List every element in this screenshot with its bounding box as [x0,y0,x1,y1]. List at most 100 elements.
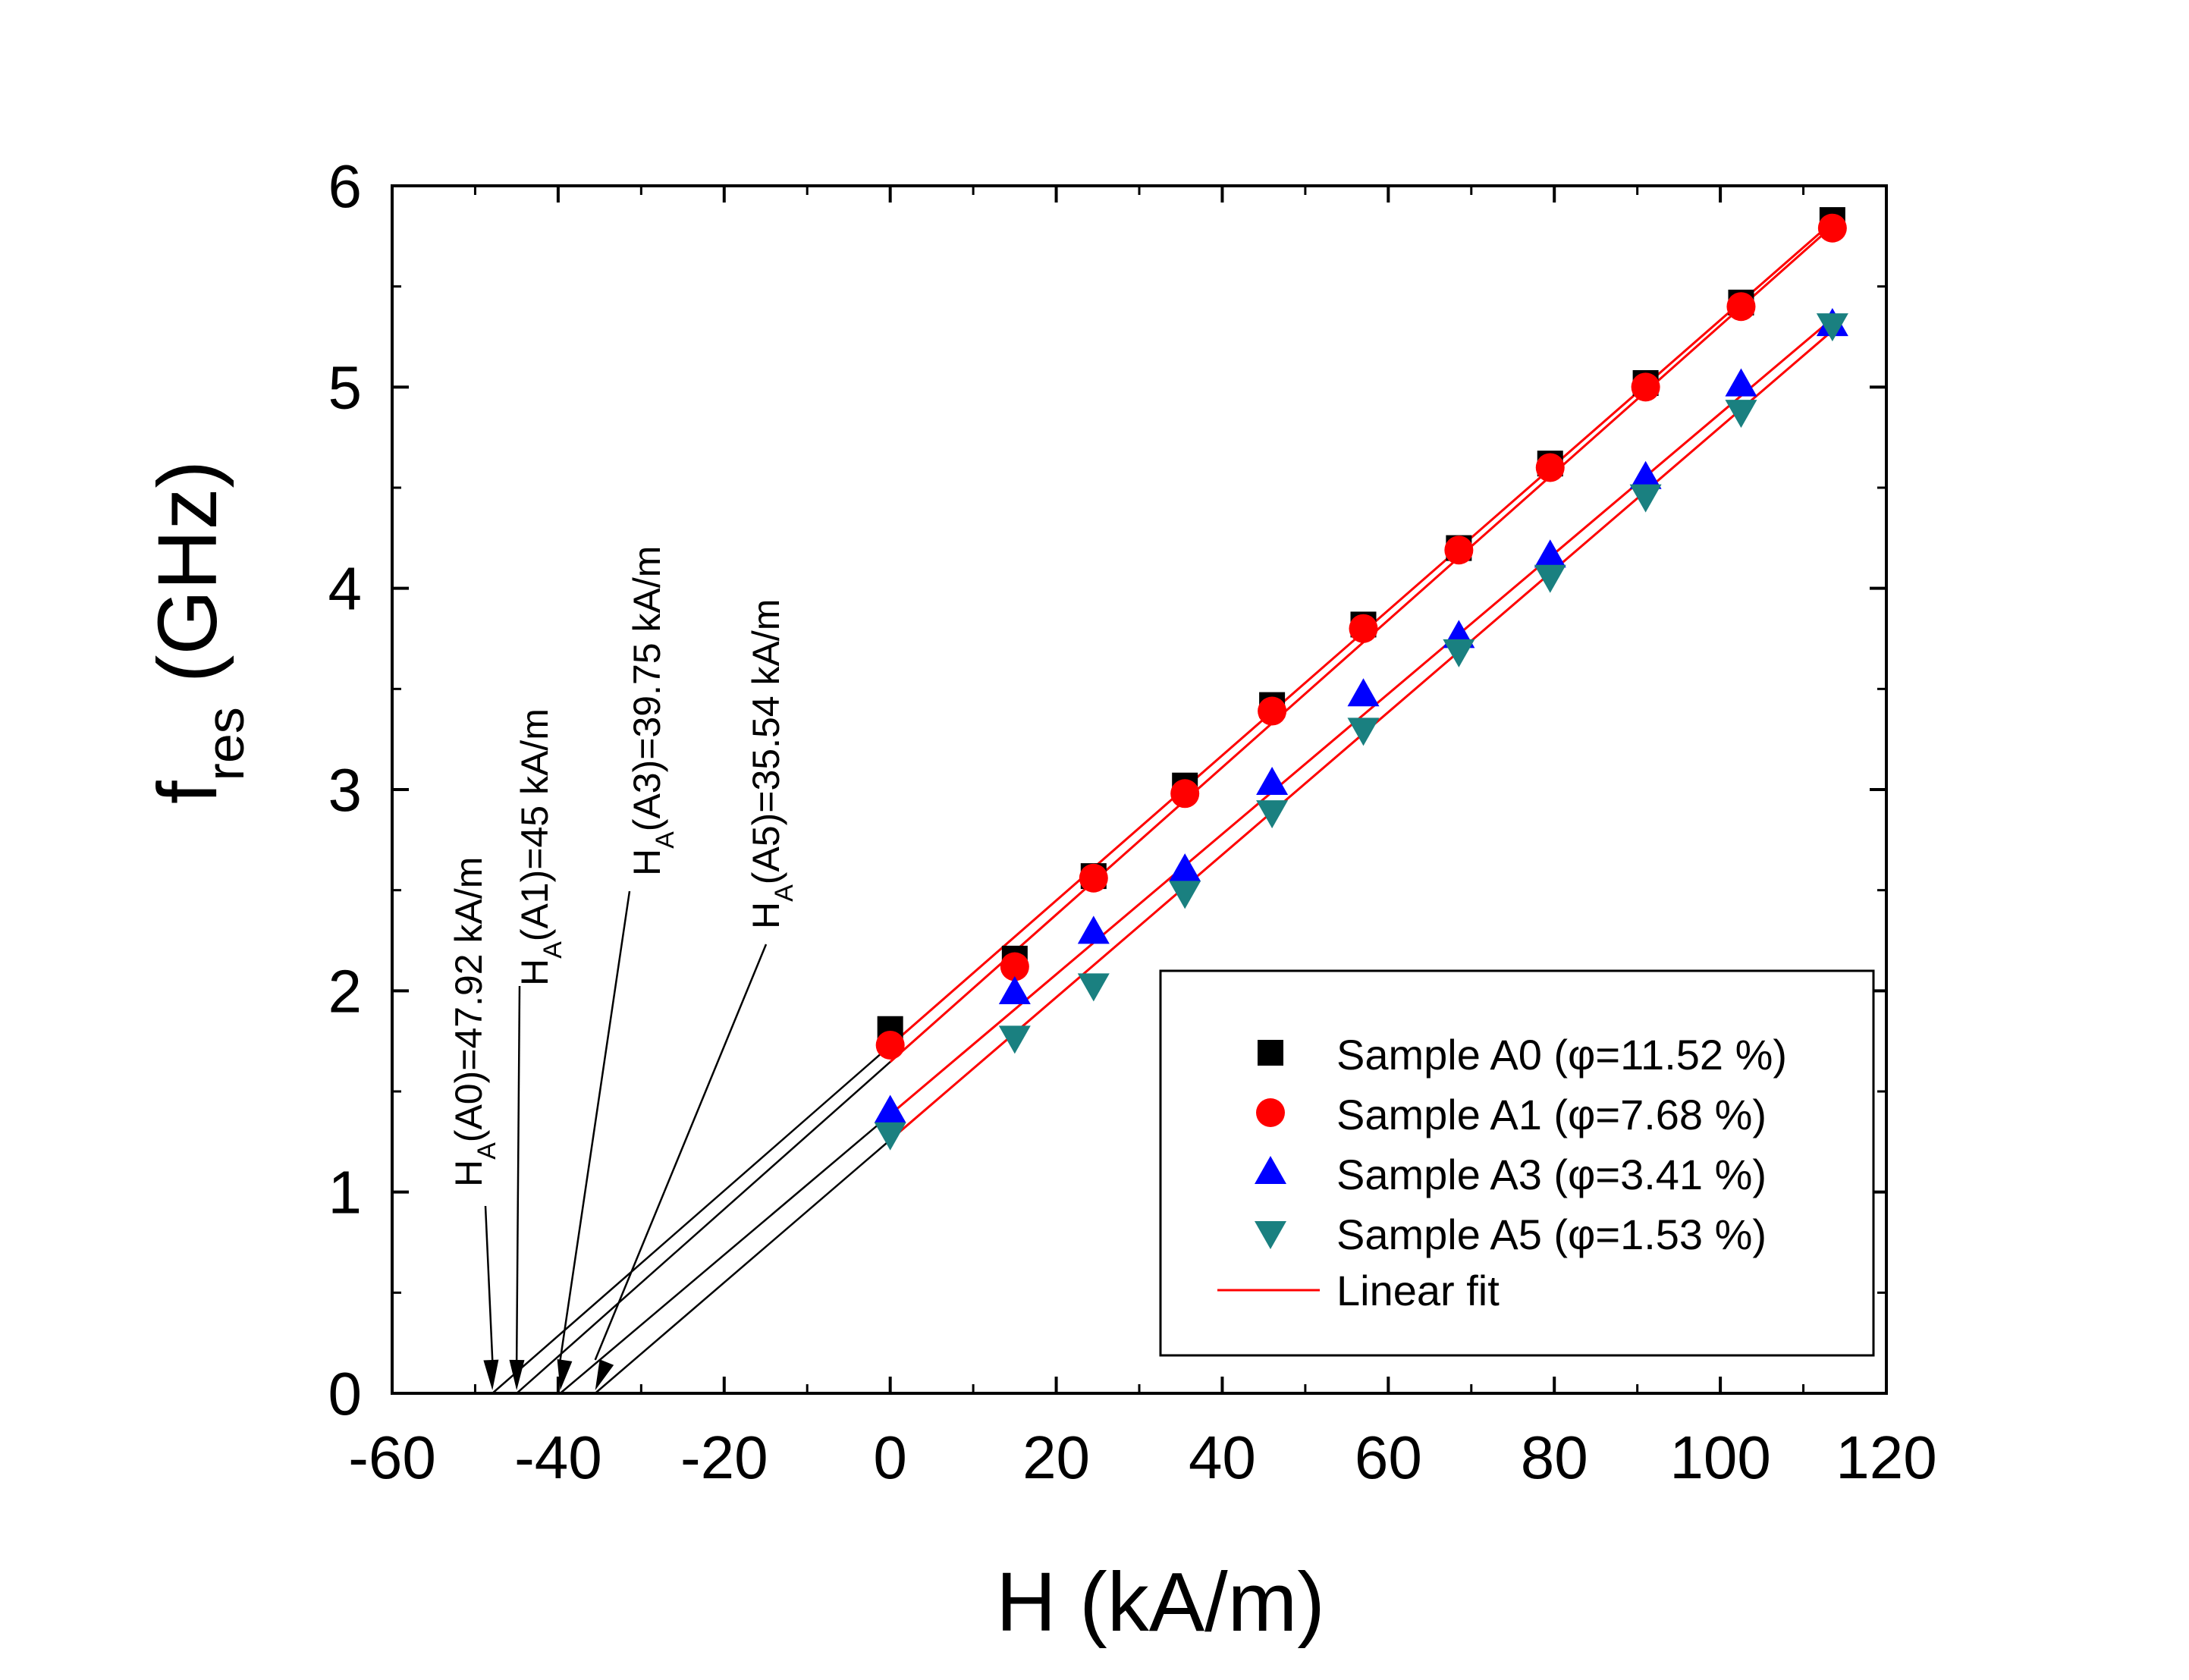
x-tick-label: 20 [1022,1424,1090,1491]
legend-series-name: Sample A5 ( [1336,1211,1568,1258]
annotation-sub: A [770,884,799,902]
data-point-circle [1258,696,1287,726]
legend: Sample A0 (φ=11.52 %)Sample A1 (φ=7.68 %… [1159,969,1875,1357]
annotation-label: HA(A3)=39.75 kA/m [626,546,680,876]
annotation-arrowhead [509,1359,525,1390]
annotation-rest: (A3)=39.75 kA/m [626,546,668,832]
data-point-circle [1535,453,1565,482]
legend-label: Sample A1 (φ=7.68 %) [1336,1091,1767,1138]
annotation-main: H [513,959,556,986]
legend-series-name: Sample A3 ( [1336,1151,1568,1198]
annotation-main: H [626,849,668,876]
annotation-label: HA(A1)=45 kA/m [513,708,567,986]
x-axis-title: H (kA/m) [996,1556,1325,1649]
data-point-circle [1444,535,1474,565]
x-tick-label: 80 [1521,1424,1588,1491]
legend-phi-value: =7.68 %) [1595,1091,1767,1138]
data-point-circle [1726,292,1756,322]
legend-series-name: Sample A1 ( [1336,1091,1568,1138]
y-tick-label: 5 [328,353,363,421]
x-tick-label: 0 [873,1424,907,1491]
legend-marker-triangle-down [1255,1221,1286,1249]
x-tick-label: -20 [680,1424,768,1491]
annotation-main: H [745,902,787,929]
data-point-triangle-down [1443,639,1475,667]
x-tick-label: -60 [348,1424,436,1491]
annotation-arrowhead [483,1359,499,1390]
legend-phi-symbol: φ [1568,1031,1595,1079]
data-point-triangle-up [1256,767,1289,796]
y-axis-title-main: f [141,780,234,804]
legend-fit-label: Linear fit [1336,1267,1500,1314]
data-point-triangle-down [874,1122,906,1151]
annotation-sub: A [539,941,567,959]
data-point-triangle-down [998,1025,1031,1054]
y-tick-label: 0 [328,1360,363,1427]
data-point-triangle-down [1169,881,1201,909]
data-point-circle [1000,952,1029,981]
data-point-triangle-up [874,1094,906,1123]
data-point-circle [1170,779,1200,809]
data-point-triangle-up [1077,915,1110,944]
y-tick-label: 6 [328,152,363,220]
data-markers [874,207,1848,1151]
fit-line [889,317,1833,1116]
x-tick-label: -40 [514,1424,602,1491]
annotation-arrow [594,944,768,1361]
data-point-triangle-down [1347,718,1380,746]
svg-text:fres(GHz): fres (GHz) [141,460,255,804]
data-point-triangle-up [1725,368,1757,397]
annotation-main: H [448,1160,490,1187]
legend-phi-symbol: φ [1568,1091,1595,1138]
data-point-triangle-up [1534,539,1566,568]
data-point-circle [875,1030,905,1060]
annotation-rest: (A5)=35.54 kA/m [745,599,787,885]
legend-phi-symbol: φ [1568,1151,1595,1198]
data-point-triangle-down [1256,800,1289,829]
y-tick-labels: 0 1 2 3 4 5 6 [328,152,363,1427]
annotation-sub: A [473,1142,501,1160]
legend-phi-symbol: φ [1568,1211,1595,1258]
data-point-triangle-down [1534,564,1566,593]
annotation-arrow [484,1205,494,1361]
plot-frame [391,184,1888,1395]
legend-label: Sample A5 (φ=1.53 %) [1336,1211,1767,1258]
data-point-triangle-down [1077,973,1110,1002]
x-tick-label: 40 [1189,1424,1256,1491]
y-tick-label: 4 [328,555,363,623]
data-point-circle [1349,614,1378,643]
legend-marker-triangle-up [1255,1156,1286,1184]
legend-series-name: Sample A0 ( [1336,1031,1568,1079]
y-tick-label: 1 [328,1159,363,1226]
data-point-triangle-up [1169,853,1201,882]
annotation-arrow [559,890,631,1361]
legend-label: Sample A3 (φ=3.41 %) [1336,1151,1767,1198]
legend-marker-square [1258,1040,1283,1066]
y-axis-title-unit: (GHz) [141,460,234,683]
annotation-label: HA(A5)=35.54 kA/m [745,599,799,929]
data-point-triangle-up [1629,460,1662,489]
annotation-rest: (A0)=47.92 kA/m [448,857,490,1143]
y-tick-label: 2 [328,957,363,1025]
x-tick-label: 120 [1836,1424,1936,1491]
legend-label: Sample A0 (φ=11.52 %) [1336,1031,1787,1079]
data-point-circle [1631,372,1660,402]
data-point-triangle-down [1725,400,1757,429]
x-tick-labels: -60 -40 -20 0 20 40 60 80 100 120 [348,1424,1937,1491]
data-point-circle [1079,863,1108,893]
fit-line [889,225,1833,1063]
annotation-label: HA(A0)=47.92 kA/m [448,857,501,1187]
x-tick-label: 60 [1355,1424,1422,1491]
y-axis-title: fres (GHz) [141,460,255,804]
annotation-arrowhead [595,1359,614,1390]
y-axis-title-sub: res [196,707,255,780]
annotation-arrow [515,985,521,1361]
data-point-triangle-up [1347,678,1380,707]
annotation-rest: (A1)=45 kA/m [513,708,556,941]
y-tick-label: 3 [328,756,363,824]
data-point-triangle-down [1629,484,1662,513]
annotation-arrowhead [557,1358,573,1390]
legend-marker-circle [1256,1098,1285,1127]
data-point-circle [1817,213,1847,243]
